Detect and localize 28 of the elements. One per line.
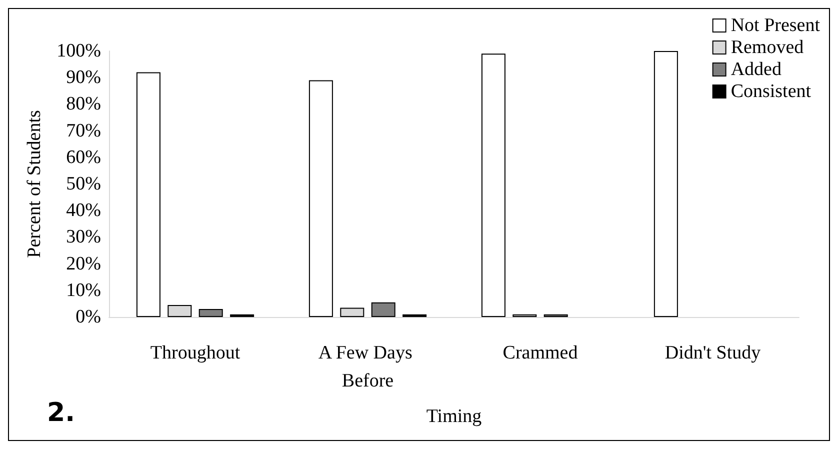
y-tick-label: 20% [66, 253, 102, 274]
y-tick-label: 100% [56, 40, 102, 62]
y-tick-label: 0% [76, 306, 102, 328]
bar [136, 72, 160, 317]
x-tick-label: Didn't Study [664, 342, 762, 364]
y-tick-label: 80% [66, 94, 102, 115]
y-tick-label: 90% [66, 67, 102, 88]
legend-label: Not Present [730, 15, 821, 36]
bar [308, 80, 333, 317]
y-tick-label: 40% [66, 200, 102, 222]
x-tick-label: Throughout [150, 342, 241, 364]
y-axis-title: Percent of Students [24, 110, 45, 258]
y-tick-label: 70% [66, 120, 102, 142]
bar [198, 309, 223, 317]
bar [654, 51, 678, 317]
y-tick-label: 10% [66, 280, 102, 301]
bar [481, 54, 506, 317]
legend-label: Removed [730, 37, 804, 58]
y-tick-label: 60% [66, 146, 102, 168]
text: 2. [47, 398, 75, 428]
legend-label: Added [730, 59, 782, 80]
x-tick-label: Crammed [502, 342, 578, 364]
x-tick-label: A Few Days Before [318, 342, 418, 392]
x-axis-title: Timing [426, 406, 482, 427]
legend-label: Consistent [730, 81, 812, 102]
y-tick-label: 30% [66, 226, 102, 248]
y-tick-label: 50% [66, 174, 102, 194]
bar [371, 302, 396, 317]
